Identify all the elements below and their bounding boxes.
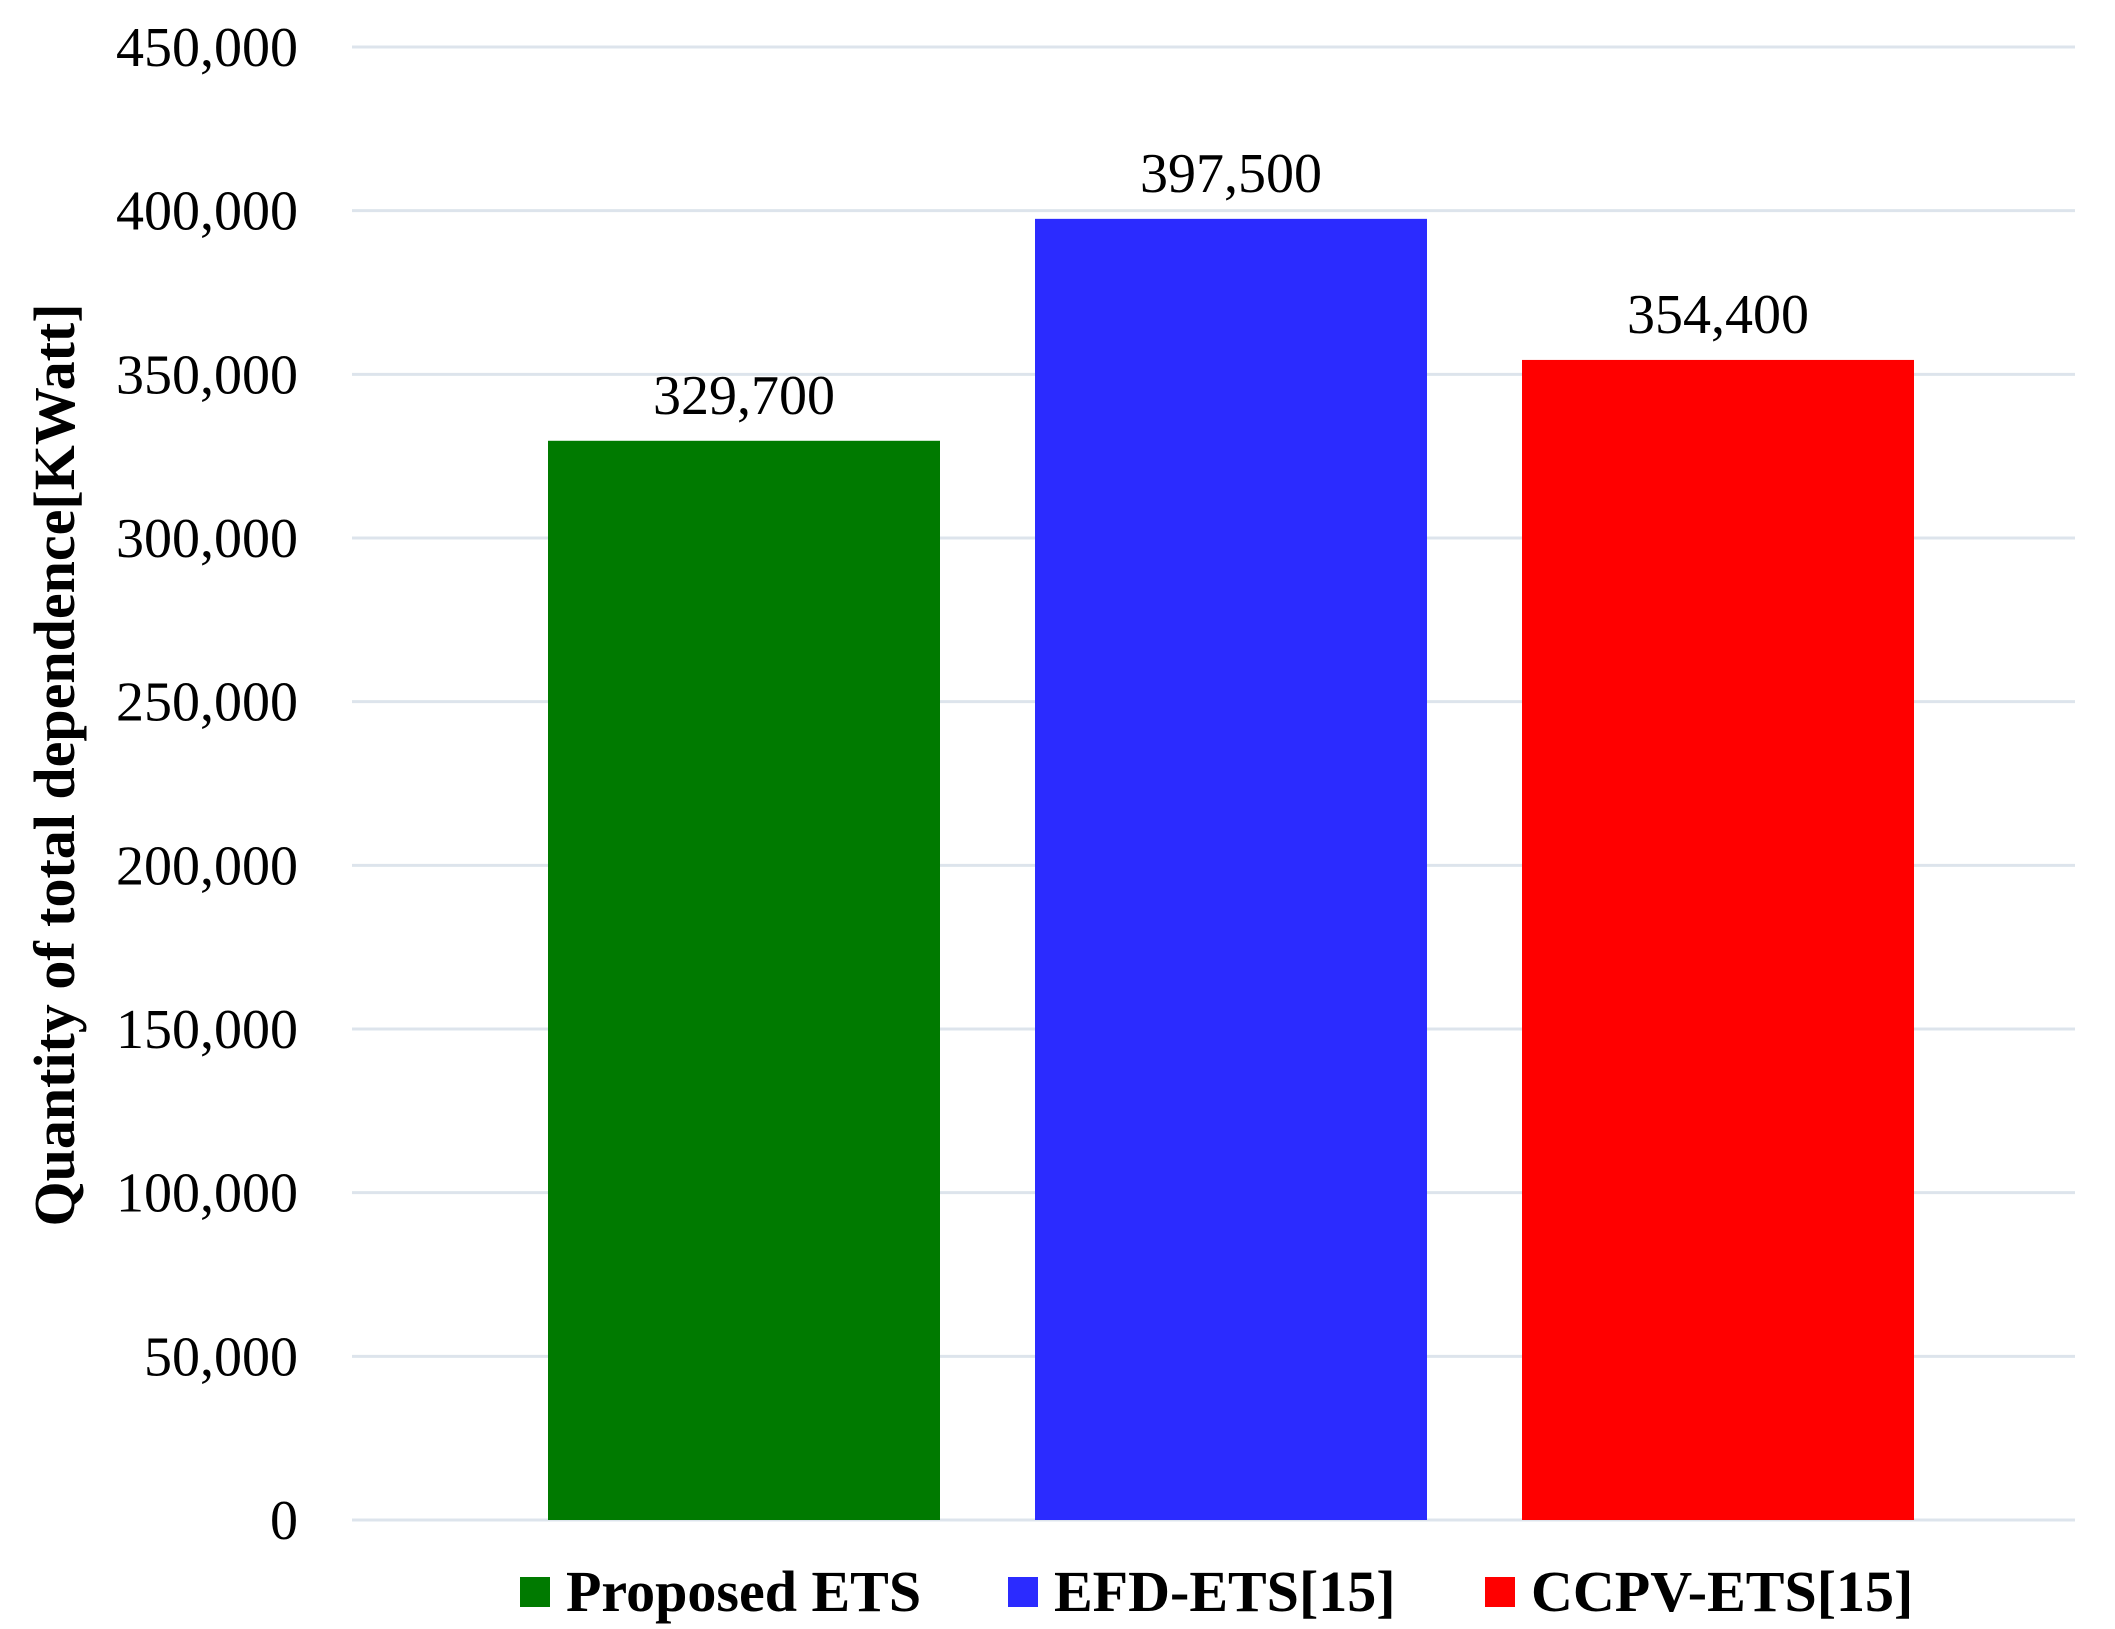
data-label: 329,700 bbox=[653, 365, 835, 427]
y-tick-label: 200,000 bbox=[116, 835, 298, 897]
bar bbox=[548, 440, 940, 1521]
y-tick-label: 400,000 bbox=[116, 181, 298, 243]
y-tick-label: 300,000 bbox=[116, 508, 298, 570]
y-axis-ticks: 0 50,000 100,000 150,000 200,000 250,000 300,0… bbox=[116, 17, 298, 1552]
legend-swatch bbox=[520, 1577, 550, 1607]
bars bbox=[548, 218, 1914, 1521]
legend-swatch bbox=[1008, 1577, 1038, 1607]
data-labels: 329,700 397,500 354,400 bbox=[653, 143, 1809, 427]
legend-label: Proposed ETS bbox=[566, 1559, 921, 1624]
y-tick-label: 250,000 bbox=[116, 672, 298, 734]
y-tick-label: 150,000 bbox=[116, 999, 298, 1061]
legend-swatch bbox=[1485, 1577, 1515, 1607]
y-axis-title: Quantity of total dependence[KWatt] bbox=[22, 303, 87, 1226]
bar bbox=[1035, 218, 1427, 1521]
legend-label: CCPV-ETS[15] bbox=[1531, 1559, 1913, 1624]
legend-label: EFD-ETS[15] bbox=[1054, 1559, 1396, 1624]
y-tick-label: 100,000 bbox=[116, 1163, 298, 1225]
y-tick-label: 50,000 bbox=[144, 1326, 298, 1388]
y-tick-label: 450,000 bbox=[116, 17, 298, 79]
legend: Proposed ETS EFD-ETS[15] CCPV-ETS[15] bbox=[520, 1559, 1913, 1624]
y-tick-label: 0 bbox=[270, 1490, 298, 1552]
data-label: 354,400 bbox=[1627, 284, 1809, 346]
y-tick-label: 350,000 bbox=[116, 344, 298, 406]
bar bbox=[1522, 359, 1914, 1520]
data-label: 397,500 bbox=[1140, 143, 1322, 205]
